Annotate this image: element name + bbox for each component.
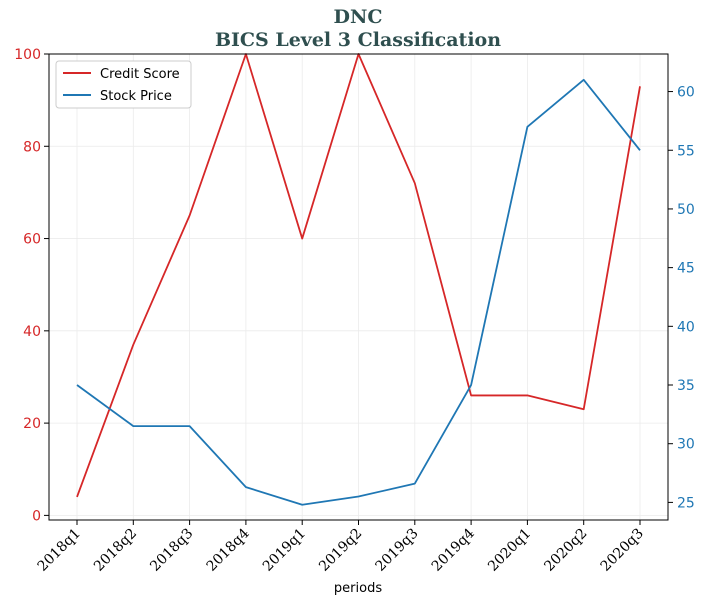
x-tick-label: 2020q1 <box>485 526 534 575</box>
x-tick-label: 2019q3 <box>372 526 421 575</box>
y-left-tick-label: 80 <box>23 139 41 155</box>
legend-label-credit-score: Credit Score <box>100 67 180 82</box>
axis-ticks: 0 20 40 60 80 100 25 30 35 40 45 50 55 60 2018q1 2018q2… <box>14 47 695 575</box>
y-right-tick-label: 60 <box>677 85 695 101</box>
grid <box>49 53 668 520</box>
y-right-tick-label: 45 <box>677 261 695 277</box>
y-right-tick-label: 50 <box>677 202 695 218</box>
x-tick-label: 2020q3 <box>598 526 647 575</box>
x-axis-label: periods <box>334 581 382 596</box>
x-tick-label: 2018q1 <box>35 526 84 575</box>
y-left-tick-label: 100 <box>14 47 41 63</box>
series-line-stock-price <box>76 78 641 506</box>
legend: Credit Score Stock Price <box>55 60 192 109</box>
y-left-tick-label: 0 <box>32 508 41 524</box>
y-right-tick-label: 30 <box>677 437 695 453</box>
y-right-tick-label: 55 <box>677 143 695 159</box>
chart-subtitle: BICS Level 3 Classification <box>215 29 501 51</box>
x-tick-label: 2020q2 <box>541 526 590 575</box>
y-left-tick-label: 20 <box>23 416 41 432</box>
x-tick-label: 2019q1 <box>260 526 309 575</box>
y-left-tick-label: 40 <box>23 324 41 340</box>
x-tick-label: 2018q2 <box>91 526 140 575</box>
y-right-tick-label: 35 <box>677 378 695 394</box>
x-tick-label: 2019q4 <box>429 525 478 574</box>
x-tick-label: 2019q2 <box>316 526 365 575</box>
x-tick-label: 2018q3 <box>147 526 196 575</box>
legend-label-stock-price: Stock Price <box>100 89 172 104</box>
chart-title: DNC <box>334 6 383 28</box>
y-right-tick-label: 40 <box>677 319 695 335</box>
x-tick-label: 2018q4 <box>204 525 253 574</box>
y-right-tick-label: 25 <box>677 495 695 511</box>
y-left-tick-label: 60 <box>23 232 41 248</box>
